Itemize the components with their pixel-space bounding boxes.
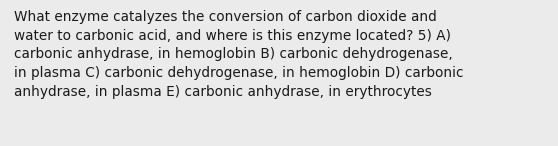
Text: What enzyme catalyzes the conversion of carbon dioxide and
water to carbonic aci: What enzyme catalyzes the conversion of … xyxy=(14,10,464,99)
